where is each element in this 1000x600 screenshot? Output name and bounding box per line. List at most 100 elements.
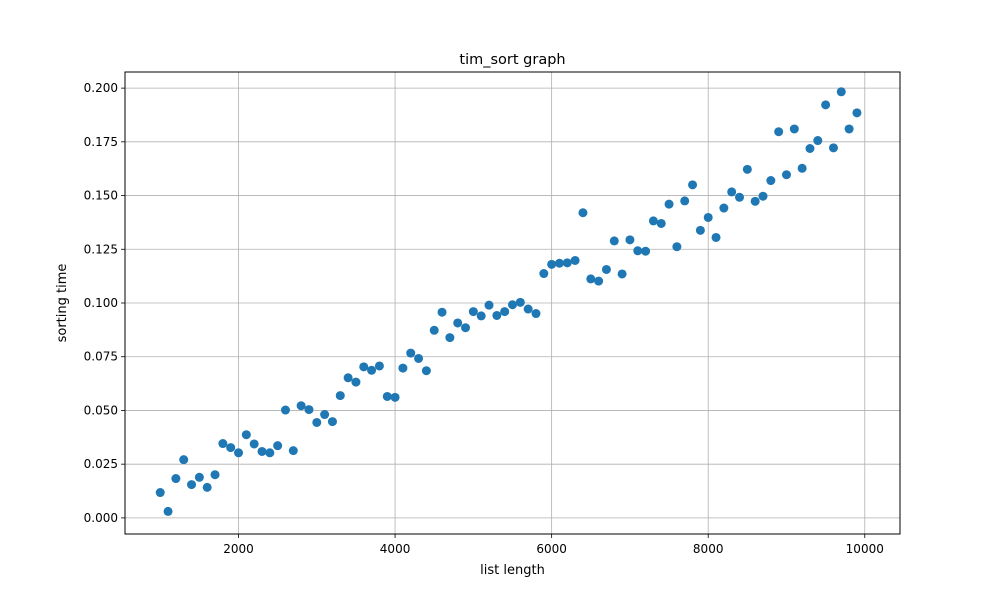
data-point [155, 488, 165, 498]
data-point [617, 269, 627, 279]
data-point [828, 143, 838, 153]
grid-lines [125, 72, 900, 534]
data-point [766, 176, 776, 186]
data-point [343, 373, 353, 383]
chart-title: tim_sort graph [459, 52, 565, 68]
data-point [273, 441, 283, 451]
data-point [703, 212, 713, 222]
y-tick-label: 0.125 [84, 242, 118, 256]
data-point [280, 405, 290, 415]
data-point [797, 163, 807, 173]
data-point [531, 309, 541, 319]
data-point [398, 363, 408, 373]
data-point [453, 318, 463, 328]
data-point [429, 325, 439, 335]
data-point [508, 300, 517, 310]
data-point [695, 225, 705, 235]
data-point [774, 127, 784, 137]
data-point [554, 258, 564, 268]
data-point [202, 482, 212, 492]
data-point [335, 391, 345, 401]
x-tick-label: 2000 [223, 542, 254, 556]
data-point [492, 310, 502, 320]
y-tick-label: 0.000 [84, 511, 118, 525]
y-tick-label: 0.075 [84, 350, 118, 364]
data-point [468, 307, 478, 317]
data-point [461, 323, 471, 333]
data-point [735, 192, 745, 202]
data-point [445, 333, 455, 343]
data-point [805, 143, 815, 153]
data-point [163, 506, 173, 516]
data-point [664, 199, 674, 209]
data-point [688, 180, 698, 190]
data-point [515, 297, 525, 307]
x-tick-label: 6000 [536, 542, 567, 556]
x-tick-label: 4000 [380, 542, 411, 556]
data-point [312, 417, 322, 427]
data-point [578, 208, 588, 218]
data-point [437, 307, 447, 317]
data-point [304, 405, 314, 415]
data-point [821, 100, 831, 110]
y-axis-ticks: 0.000 0.025 0.050 0.075 0.100 0.125 0.150 0.175… [84, 81, 125, 525]
data-point [257, 446, 267, 456]
y-axis-label: sorting time [55, 264, 70, 343]
data-point [241, 430, 251, 440]
data-point [813, 136, 823, 146]
data-point [570, 255, 580, 265]
data-point [500, 307, 510, 317]
data-point [210, 470, 220, 480]
x-tick-label: 10000 [846, 542, 884, 556]
data-point [594, 276, 604, 286]
x-axis-ticks: 2000 4000 6000 8000 10000 [223, 534, 884, 556]
data-point [351, 377, 361, 387]
y-tick-label: 0.100 [84, 296, 118, 310]
x-tick-label: 8000 [693, 542, 724, 556]
y-tick-label: 0.175 [84, 135, 118, 149]
data-point [249, 439, 259, 449]
data-point [758, 191, 768, 201]
data-point [171, 474, 181, 484]
data-point [320, 410, 330, 420]
data-point [711, 232, 721, 242]
data-point [719, 203, 729, 213]
data-point [601, 264, 611, 274]
data-point [406, 348, 416, 358]
data-point [374, 361, 384, 371]
data-point [367, 365, 377, 375]
data-point [547, 259, 557, 269]
data-point [226, 443, 236, 453]
x-axis-label: list length [480, 563, 545, 578]
data-point [750, 196, 760, 206]
data-point [382, 391, 392, 401]
data-point [672, 242, 682, 252]
data-point [781, 170, 791, 180]
data-point [390, 392, 400, 402]
data-point [359, 362, 369, 372]
data-point [296, 401, 306, 411]
data-point [633, 246, 643, 256]
data-point [742, 164, 752, 174]
data-point [476, 311, 486, 321]
data-point [648, 216, 658, 226]
data-point [179, 455, 189, 465]
data-point [265, 448, 275, 458]
data-point [609, 236, 619, 246]
data-point [852, 108, 862, 118]
data-point [484, 300, 494, 310]
data-point [562, 258, 572, 268]
data-point [523, 304, 533, 314]
y-tick-label: 0.050 [84, 403, 118, 417]
data-point [789, 124, 799, 134]
data-point [586, 274, 596, 284]
data-point [288, 446, 298, 456]
data-point [218, 439, 228, 449]
data-point [421, 366, 431, 376]
data-point [836, 87, 846, 97]
y-tick-label: 0.025 [84, 457, 118, 471]
data-point [727, 187, 737, 197]
data-point [414, 353, 424, 363]
